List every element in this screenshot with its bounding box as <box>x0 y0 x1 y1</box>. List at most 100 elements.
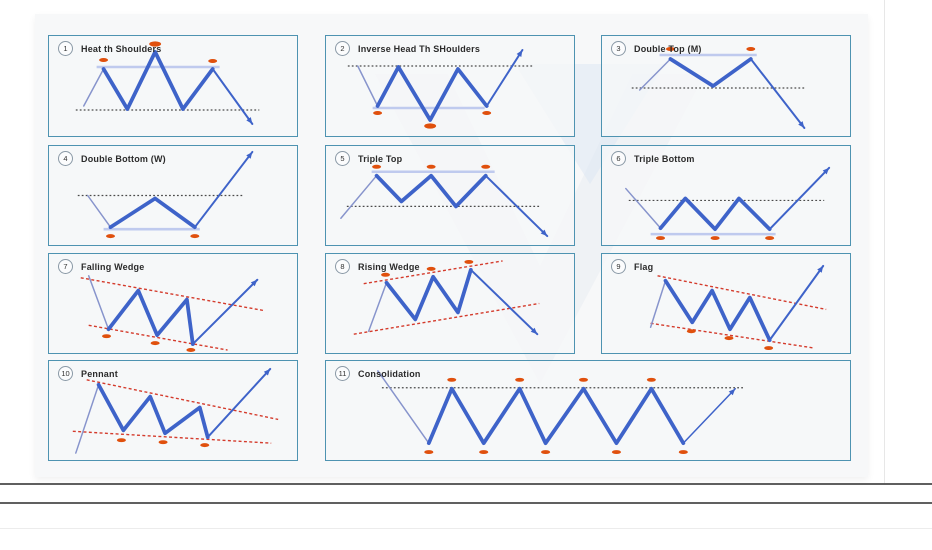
panel-title: Heat th Shoulders <box>81 43 162 54</box>
entry-line <box>87 275 110 330</box>
signal-dot <box>656 236 665 241</box>
signal-dot <box>208 59 218 63</box>
pattern-panel-10: 10 Pennant <box>48 360 298 461</box>
pattern-chart-9 <box>649 264 827 351</box>
price-line <box>106 288 195 346</box>
signal-dot <box>200 443 210 448</box>
signal-dot <box>724 336 734 341</box>
trendline-dashed <box>363 260 503 285</box>
entry-line <box>86 194 112 228</box>
arrowhead-icon <box>530 327 538 335</box>
pattern-chart-6 <box>625 166 831 241</box>
pattern-chart-11 <box>377 370 746 455</box>
price-line <box>108 196 197 230</box>
signal-dot <box>764 346 774 351</box>
pattern-panel-11: 11 Consolidation <box>325 360 851 461</box>
signal-dot <box>424 123 437 129</box>
signal-dot <box>190 234 200 239</box>
signal-dot <box>515 377 525 382</box>
panel-title: Pennant <box>81 368 118 379</box>
signal-dot <box>116 438 126 443</box>
arrowhead-icon <box>540 229 548 237</box>
breakout-arrow <box>682 387 736 444</box>
panel-header: 6 Triple Bottom <box>611 151 695 166</box>
signal-dot <box>678 450 688 455</box>
trendline-dashed <box>72 430 272 444</box>
trendline-dashed <box>88 324 228 351</box>
panel-title: Falling Wedge <box>81 261 145 272</box>
trendline-dashed <box>86 379 279 421</box>
horizontal-rule-light <box>0 528 932 529</box>
signal-dot <box>424 450 434 455</box>
panel-number-badge: 6 <box>611 151 626 166</box>
arrowhead-icon <box>817 265 824 273</box>
signal-dot <box>426 164 436 169</box>
arrowhead-icon <box>246 117 253 124</box>
panel-title: Triple Bottom <box>634 153 695 164</box>
panel-header: 2 Inverse Head Th SHoulders <box>335 41 480 56</box>
signal-dot <box>710 236 720 241</box>
panel-header: 1 Heat th Shoulders <box>58 41 161 56</box>
panel-title: Double Top (M) <box>634 43 702 54</box>
panel-title: Flag <box>634 261 654 272</box>
pattern-panel-7: 7 Falling Wedge <box>48 253 298 354</box>
signal-dot <box>106 234 115 239</box>
pattern-panel-2: 2 Inverse Head Th SHoulders <box>325 35 575 137</box>
entry-line <box>367 281 388 332</box>
signal-dot <box>482 111 492 115</box>
signal-dot <box>541 450 551 455</box>
panel-title: Consolidation <box>358 368 421 379</box>
arrowhead-icon <box>822 167 830 175</box>
breakout-arrow <box>191 278 259 346</box>
panel-title: Inverse Head Th SHoulders <box>358 43 481 54</box>
signal-dot <box>426 266 436 271</box>
trendline-dashed <box>353 302 540 335</box>
trendline-dashed <box>650 322 815 349</box>
breakout-arrow <box>206 367 272 439</box>
signal-dot <box>646 377 656 382</box>
price-line <box>426 386 686 446</box>
price-line <box>101 50 215 111</box>
signal-dot <box>373 111 383 115</box>
signal-dot <box>372 164 382 169</box>
price-line <box>374 173 488 209</box>
panel-title: Double Bottom (W) <box>81 153 166 164</box>
panel-number-badge: 5 <box>335 151 350 166</box>
panel-number-badge: 8 <box>335 259 350 274</box>
price-line <box>96 382 210 440</box>
signal-dot <box>381 272 390 277</box>
patterns-board: 1 Heat th Shoulders 2 Inverse Head Th SHoul… <box>35 14 868 477</box>
pattern-chart-5 <box>340 164 549 238</box>
panel-title: Triple Top <box>358 153 403 164</box>
signal-dot <box>99 58 109 62</box>
breakout-arrow <box>469 268 539 336</box>
signal-dot <box>102 334 111 339</box>
pattern-chart-10 <box>72 367 279 454</box>
pattern-chart-8 <box>353 259 540 336</box>
vertical-divider-line <box>884 0 885 484</box>
breakout-arrow <box>485 49 524 107</box>
arrowhead-icon <box>798 121 805 128</box>
panel-header: 9 Flag <box>611 259 653 274</box>
entry-line <box>649 279 667 329</box>
breakout-arrow <box>749 58 806 129</box>
panel-header: 7 Falling Wedge <box>58 259 144 274</box>
panel-number-badge: 3 <box>611 41 626 56</box>
entry-line <box>625 187 662 229</box>
trendline-dashed <box>657 275 827 311</box>
arrowhead-icon <box>250 279 258 287</box>
signal-dot <box>158 440 168 445</box>
pattern-panel-6: 6 Triple Bottom <box>601 145 851 246</box>
signal-dot <box>665 47 675 51</box>
arrowhead-icon <box>246 151 253 159</box>
panel-number-badge: 11 <box>335 366 350 381</box>
pattern-chart-3 <box>631 47 806 129</box>
pattern-panel-8: 8 Rising Wedge <box>325 253 575 354</box>
signal-dot <box>611 450 621 455</box>
pattern-panel-3: 3 Double Top (M) <box>601 35 851 137</box>
price-line <box>384 267 473 322</box>
entry-line <box>377 370 430 444</box>
price-line <box>375 65 489 122</box>
breakout-arrow <box>193 150 254 229</box>
